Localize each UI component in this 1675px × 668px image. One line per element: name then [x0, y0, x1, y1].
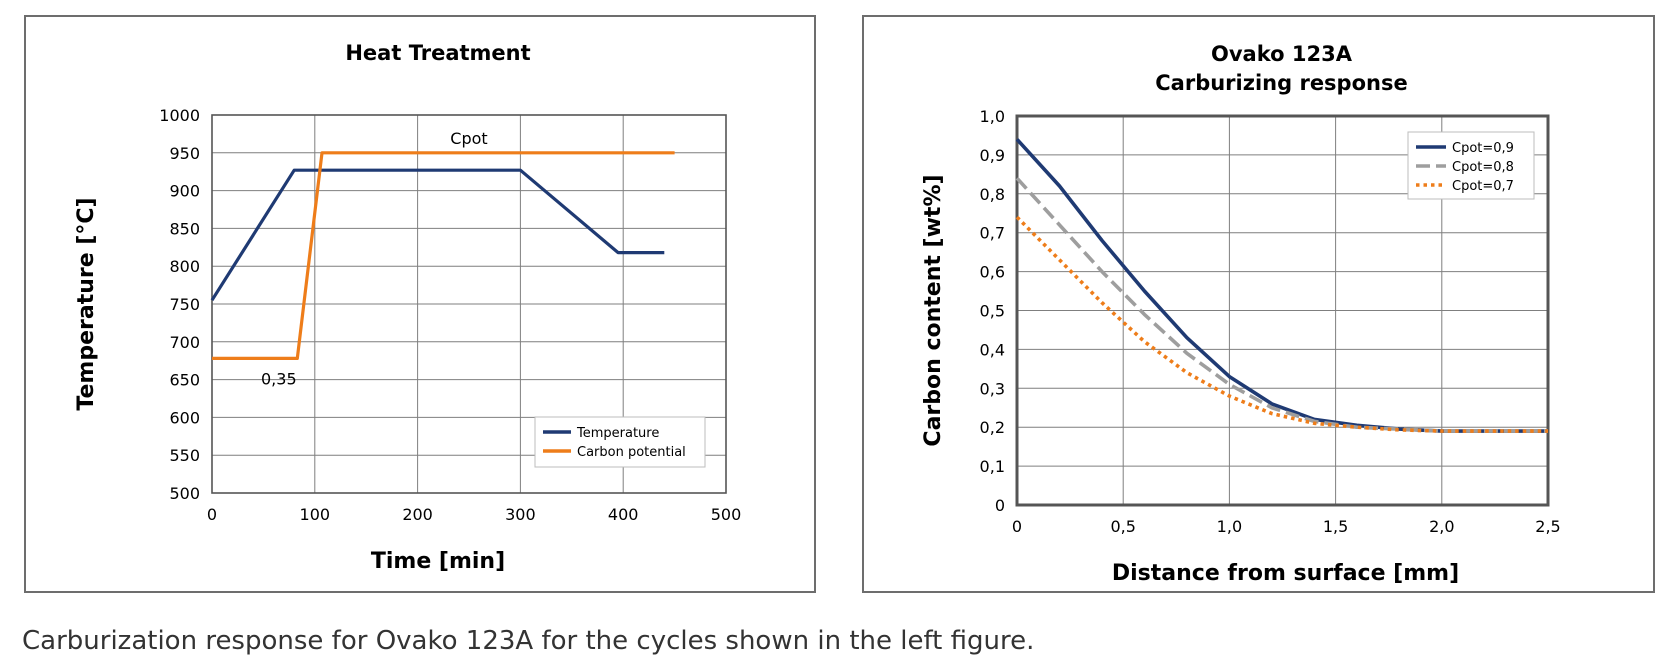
carburizing-y-tick-label: 0,9	[980, 146, 1005, 165]
heat-treatment-y-tick-label: 950	[169, 144, 200, 163]
carburizing-x-tick-label: 2,0	[1429, 517, 1454, 536]
heat-treatment-y-axis-label: Temperature [°C]	[74, 197, 99, 410]
carburizing-subtitle: Carburizing response	[1155, 71, 1407, 95]
carburizing-x-tick-label: 1,0	[1217, 517, 1242, 536]
carburizing-title: Ovako 123A	[1211, 42, 1353, 66]
carburizing-x-tick-label: 0,5	[1110, 517, 1135, 536]
carburizing-response-panel: Ovako 123A Carburizing response 0 0,5 1,0 1,5…	[862, 15, 1655, 593]
carburizing-y-axis-label: Carbon content [wt%]	[921, 174, 946, 446]
carburizing-y-tick-label: 0,1	[980, 457, 1005, 476]
heat-treatment-y-tick-label: 500	[169, 484, 200, 503]
heat-treatment-legend-label: Carbon potential	[577, 445, 686, 460]
carburizing-y-tick-label: 0	[995, 496, 1005, 515]
heat-treatment-x-tick-label: 0	[207, 505, 217, 524]
heat-treatment-chart: Heat Treatment 0 100 200 300 400 500 500 550 600 6…	[74, 41, 742, 574]
heat-treatment-legend	[534, 416, 706, 468]
heat-treatment-y-tick-label: 600	[169, 408, 200, 427]
heat-treatment-y-tick-label: 700	[169, 333, 200, 352]
carburizing-plot-frame	[1015, 114, 1550, 507]
carburizing-y-tick-label: 0,8	[980, 185, 1005, 204]
heat-treatment-x-axis-label: Time [min]	[371, 549, 505, 574]
carburizing-x-tick-label: 1,5	[1323, 517, 1348, 536]
carburizing-y-tick-label: 0,5	[980, 302, 1005, 321]
carburizing-legend-label: Cpot=0,8	[1452, 160, 1514, 175]
heat-treatment-x-tick-label: 300	[505, 505, 536, 524]
heat-treatment-panel: Heat Treatment 0 100 200 300 400 500 500 550 600 6…	[24, 15, 816, 593]
heat-treatment-x-tick-label: 500	[711, 505, 742, 524]
carburizing-x-tick-label: 2,5	[1535, 517, 1560, 536]
heat-treatment-legend-label: Temperature	[576, 426, 659, 441]
carburizing-series-line-2	[1015, 176, 1548, 433]
heat-treatment-y-tick-label: 1000	[159, 106, 200, 125]
carburizing-legend-label: Cpot=0,7	[1452, 179, 1514, 194]
carburizing-y-tick-label: 0,6	[980, 263, 1005, 282]
carburizing-y-tick-label: 1,0	[980, 107, 1005, 126]
heat-treatment-y-tick-label: 850	[169, 219, 200, 238]
carburizing-x-axis-label: Distance from surface [mm]	[1112, 561, 1459, 586]
carburizing-y-tick-label: 0,2	[980, 418, 1005, 437]
heat-treatment-x-tick-label: 400	[608, 505, 639, 524]
heat-treatment-y-tick-label: 650	[169, 371, 200, 390]
heat-treatment-series-line-2	[212, 151, 675, 360]
carbon-potential-035-annotation: 0,35	[261, 369, 297, 388]
carburizing-y-tick-label: 0,7	[980, 224, 1005, 243]
heat-treatment-y-tick-label: 800	[169, 257, 200, 276]
carburizing-series-line-3	[1015, 215, 1548, 433]
heat-treatment-x-tick-label: 200	[402, 505, 433, 524]
carburizing-y-tick-label: 0,3	[980, 379, 1005, 398]
heat-treatment-y-tick-label: 550	[169, 446, 200, 465]
heat-treatment-x-tick-label: 100	[300, 505, 331, 524]
figure-caption: Carburization response for Ovako 123A fo…	[22, 626, 1035, 656]
heat-treatment-y-tick-label: 750	[169, 295, 200, 314]
heat-treatment-y-tick-label: 900	[169, 182, 200, 201]
carburizing-response-chart: Ovako 123A Carburizing response 0 0,5 1,0 1,5…	[921, 42, 1561, 586]
heat-treatment-series-line-1	[210, 168, 665, 302]
carburizing-x-tick-label: 0	[1012, 517, 1022, 536]
carburizing-y-tick-label: 0,4	[980, 340, 1005, 359]
heat-treatment-title: Heat Treatment	[345, 41, 530, 65]
cpot-annotation: Cpot	[450, 129, 487, 148]
heat-treatment-plot-frame	[211, 114, 727, 494]
carburizing-legend-label: Cpot=0,9	[1452, 141, 1514, 156]
